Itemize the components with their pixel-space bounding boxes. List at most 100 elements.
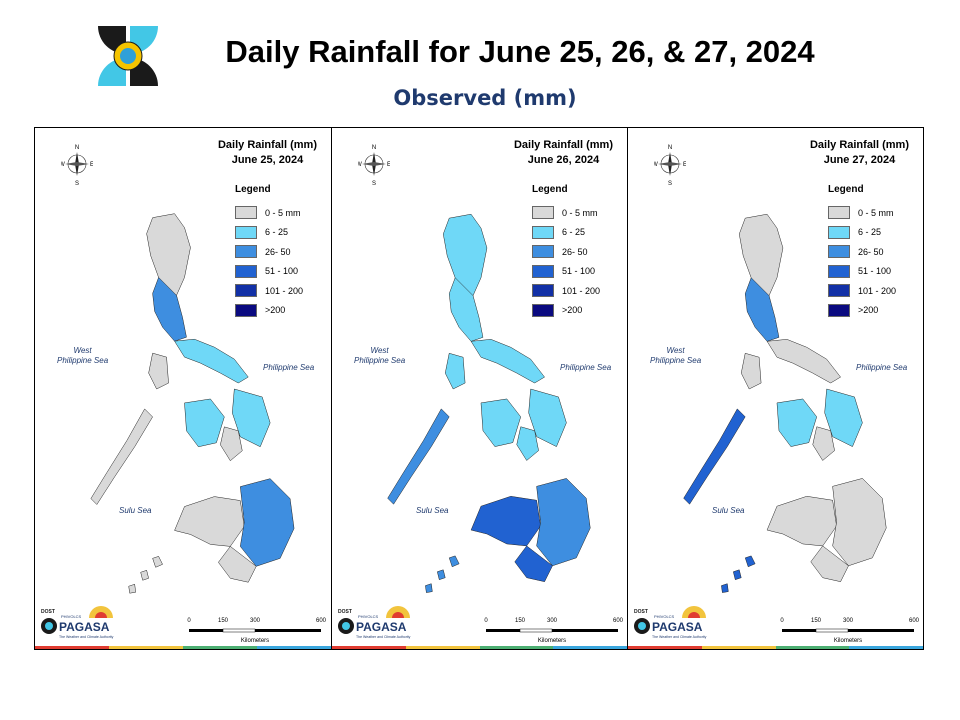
legend-swatch: [235, 225, 257, 239]
color-strip: [35, 646, 331, 649]
legend-swatch: [532, 264, 554, 278]
legend-swatch: [532, 303, 554, 317]
legend-item: 0 - 5 mm: [532, 203, 600, 223]
region-palawan: [387, 408, 450, 505]
scale-tick-300: 300: [546, 618, 558, 624]
region-mindanao-south: [810, 545, 849, 582]
map-title: Daily Rainfall (mm) June 27, 2024: [810, 138, 909, 168]
scale-unit: Kilometers: [240, 638, 270, 644]
sea-label-south: Sulu Sea: [416, 506, 448, 516]
region-mindanao-west: [174, 496, 245, 547]
strip-blue: [553, 646, 627, 649]
region-cebu-bohol: [220, 426, 243, 462]
agency-top: DOST: [41, 609, 55, 615]
region-northern-luzon: [442, 213, 488, 298]
map-panels: N S W E Daily Rainfall (mm) June 25, 202…: [34, 127, 924, 650]
legend-label: 26- 50: [265, 246, 291, 257]
strip-yellow: [109, 646, 183, 649]
strip-green: [183, 646, 257, 649]
legend-item: 6 - 25: [828, 223, 896, 243]
region-visayas-west: [184, 398, 225, 448]
region-visayas-east: [232, 388, 271, 448]
legend-swatch: [532, 206, 554, 220]
legend: Legend 0 - 5 mm 6 - 25 26- 50 51 - 100 101 -…: [532, 184, 600, 320]
region-bicol: [470, 339, 545, 384]
region-visayas-east: [824, 388, 863, 447]
region-northern-luzon: [146, 213, 191, 298]
agency-tag: PHIVOLCS: [654, 614, 675, 619]
scale-tick-600: 600: [908, 618, 920, 624]
sea-label-east-text: Philippine Sea: [560, 363, 612, 372]
sea-label-east: Philippine Sea: [856, 363, 907, 373]
map-panel-3: N S W E Daily Rainfall (mm) June 27, 202…: [627, 128, 923, 649]
strip-blue: [257, 646, 331, 649]
legend-swatch: [235, 284, 257, 298]
strip-green: [775, 646, 850, 649]
region-visayas-west: [480, 398, 521, 447]
sea-label-south-text: Sulu Sea: [119, 506, 152, 515]
sea-label-south: Sulu Sea: [119, 506, 151, 516]
scale-tick-300: 300: [249, 618, 261, 624]
pagasa-seal-logo: [96, 24, 160, 88]
legend-swatch: [532, 225, 554, 239]
strip-red: [35, 646, 109, 649]
legend-item: 101 - 200: [828, 281, 896, 301]
legend-label: 51 - 100: [265, 266, 299, 277]
compass-w: W: [654, 162, 658, 168]
legend-list: 0 - 5 mm 6 - 25 26- 50 51 - 100 101 - 200 >20…: [532, 203, 600, 320]
compass-rose-icon: N S W E: [654, 145, 686, 186]
legend-item: 6 - 25: [532, 223, 600, 243]
strip-red: [628, 646, 702, 649]
legend-label: 26- 50: [858, 246, 884, 257]
legend-list: 0 - 5 mm 6 - 25 26- 50 51 - 100 101 - 200 >20…: [235, 203, 303, 320]
color-strip: [332, 646, 627, 649]
sea-label-west-text: West Philippine Sea: [354, 346, 406, 365]
legend-label: 0 - 5 mm: [858, 207, 894, 218]
region-bicol: [766, 339, 841, 384]
legend-swatch: [235, 303, 257, 317]
map-title-date: June 26, 2024: [527, 154, 600, 166]
legend-item: 0 - 5 mm: [828, 203, 896, 223]
compass-n: N: [75, 145, 79, 151]
legend-swatch: [828, 206, 850, 220]
region-mindoro: [740, 352, 762, 390]
region-sulu-islands: [721, 555, 756, 593]
scale-tick-0: 0: [187, 618, 191, 624]
legend-label: 0 - 5 mm: [562, 207, 598, 218]
strip-yellow: [701, 646, 776, 649]
agency-slogan: The Weather and Climate Authority: [356, 635, 411, 639]
scale-tick-600: 600: [315, 618, 327, 624]
legend-heading: Legend: [532, 184, 568, 195]
sea-label-east-text: Philippine Sea: [856, 363, 908, 372]
legend: Legend 0 - 5 mm 6 - 25 26- 50 51 - 100 101 -…: [828, 184, 896, 320]
region-bicol: [174, 338, 249, 384]
region-palawan: [683, 408, 746, 505]
scale-bar-graphic: [189, 628, 321, 633]
legend-swatch: [235, 206, 257, 220]
compass-s: S: [668, 181, 672, 186]
legend-label: 51 - 100: [562, 266, 596, 277]
legend-list: 0 - 5 mm 6 - 25 26- 50 51 - 100 101 - 200 >20…: [828, 203, 896, 320]
agency-name: PAGASA: [59, 620, 110, 634]
legend-heading: Legend: [235, 184, 271, 195]
legend-label: 26- 50: [562, 246, 588, 257]
legend-swatch: [235, 245, 257, 259]
rainfall-map: [90, 213, 295, 594]
legend-item: >200: [828, 301, 896, 321]
map-title-line1: Daily Rainfall (mm): [809, 139, 909, 151]
scale-bar-graphic: [782, 628, 914, 633]
scale-tick-0: 0: [484, 618, 488, 624]
region-sulu-islands: [128, 556, 163, 594]
sea-label-south-text: Sulu Sea: [416, 506, 449, 515]
rainfall-map: [387, 213, 591, 593]
compass-e: E: [90, 162, 93, 168]
compass-w: W: [61, 162, 65, 168]
color-strip: [628, 646, 923, 649]
region-cebu-bohol: [516, 426, 539, 461]
map-title: Daily Rainfall (mm) June 26, 2024: [514, 138, 613, 168]
scale-bar-graphic: [486, 628, 618, 633]
sea-label-west: West Philippine Sea: [57, 346, 108, 366]
legend-item: >200: [235, 301, 303, 321]
legend-swatch: [828, 225, 850, 239]
region-mindanao-south: [218, 546, 257, 583]
